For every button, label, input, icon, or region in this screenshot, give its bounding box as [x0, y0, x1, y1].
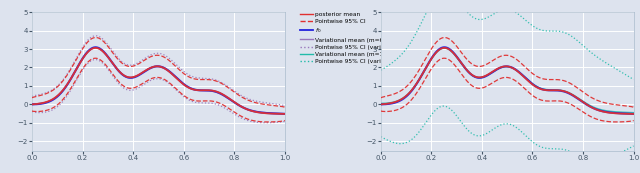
- Legend: posterior mean, Pointwise 95% CI, $f_0$, Variational mean (m=6), Pointwise 95% C: posterior mean, Pointwise 95% CI, $f_0$,…: [300, 12, 404, 64]
